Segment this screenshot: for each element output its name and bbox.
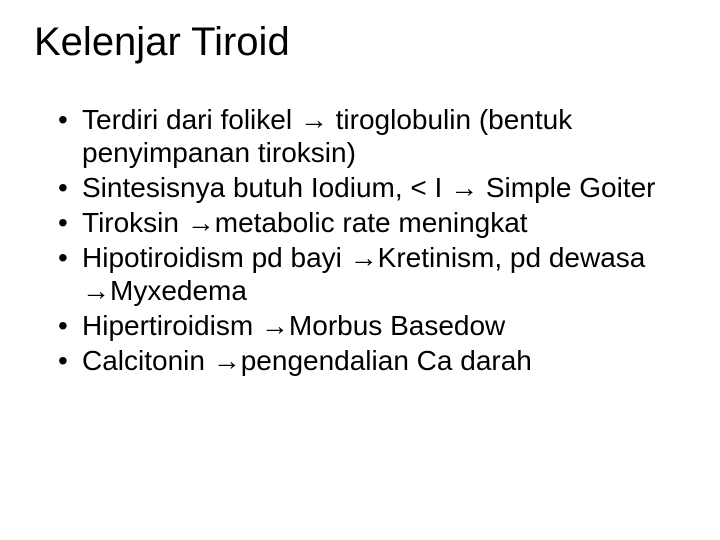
list-item: Hipertiroidism →Morbus Basedow [58, 309, 680, 342]
list-item: Tiroksin →metabolic rate meningkat [58, 206, 680, 239]
slide-title: Kelenjar Tiroid [34, 20, 680, 65]
bullet-list: Terdiri dari folikel → tiroglobulin (ben… [40, 103, 680, 377]
list-item: Terdiri dari folikel → tiroglobulin (ben… [58, 103, 680, 169]
list-item: Calcitonin →pengendalian Ca darah [58, 344, 680, 377]
list-item: Hipotiroidism pd bayi →Kretinism, pd dew… [58, 241, 680, 307]
list-item: Sintesisnya butuh Iodium, < I → Simple G… [58, 171, 680, 204]
